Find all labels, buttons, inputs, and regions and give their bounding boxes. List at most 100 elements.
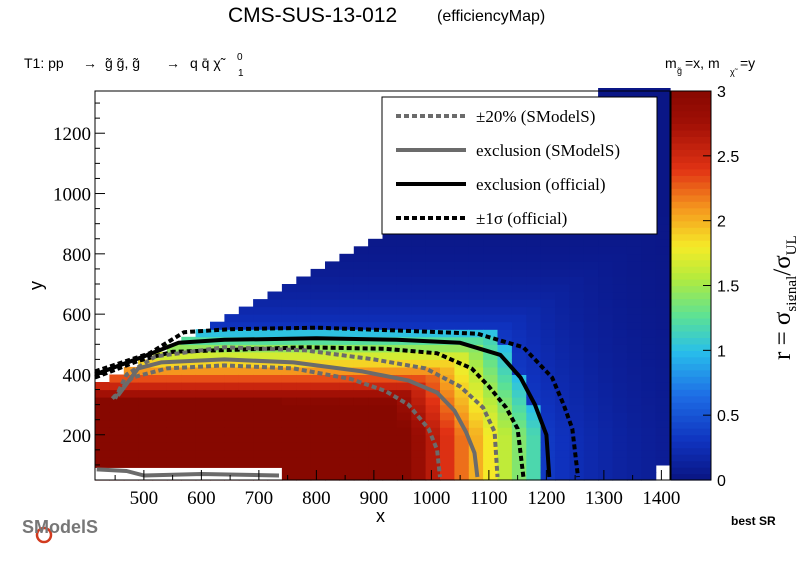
- heatmap-cell: [238, 366, 254, 375]
- heatmap-cell: [641, 261, 657, 270]
- heatmap-cell: [95, 389, 110, 398]
- heatmap-cell: [598, 284, 614, 293]
- x-tick-label: 700: [245, 488, 274, 509]
- heatmap-cell: [598, 268, 614, 277]
- z-tick-label: 1.5: [717, 279, 739, 296]
- heatmap-cell: [626, 261, 642, 270]
- heatmap-cell: [483, 306, 499, 315]
- heatmap-cell: [152, 442, 168, 451]
- heatmap-cell: [497, 397, 513, 406]
- heatmap-cell: [296, 472, 312, 481]
- heatmap-cell: [612, 238, 628, 247]
- heatmap-cell: [310, 336, 326, 345]
- heatmap-cell: [583, 253, 599, 262]
- heatmap-cell: [468, 359, 484, 368]
- heatmap-cell: [353, 397, 369, 406]
- heatmap-cell: [310, 321, 326, 330]
- heatmap-cell: [655, 238, 671, 247]
- heatmap-cell: [281, 472, 297, 481]
- heatmap-cell: [181, 359, 197, 368]
- heatmap-cell: [195, 389, 211, 398]
- heatmap-cell: [612, 412, 628, 421]
- heatmap-cell: [626, 344, 642, 353]
- heatmap-cell: [526, 268, 542, 277]
- heatmap-cell: [454, 412, 470, 421]
- heatmap-cell: [195, 427, 211, 436]
- heatmap-cell: [440, 246, 455, 255]
- heatmap-cell: [296, 329, 312, 338]
- heatmap-cell: [238, 389, 254, 398]
- heatmap-cell: [598, 464, 614, 473]
- heatmap-cell: [425, 291, 441, 300]
- heatmap-cell: [497, 306, 513, 315]
- process-prefix: T1: pp: [24, 55, 64, 71]
- heatmap-cell: [569, 253, 585, 262]
- heatmap-cell: [325, 472, 340, 481]
- heatmap-cell: [411, 299, 427, 308]
- heatmap-cell: [267, 351, 283, 360]
- heatmap-cell: [483, 374, 499, 383]
- heatmap-cell: [440, 351, 455, 360]
- heatmap-cell: [425, 276, 441, 285]
- heatmap-cell: [296, 306, 312, 315]
- heatmap-cell: [267, 442, 283, 451]
- heatmap-cell: [626, 382, 642, 391]
- heatmap-cell: [555, 261, 570, 270]
- heatmap-cell: [526, 457, 542, 466]
- heatmap-cell: [497, 321, 513, 330]
- heatmap-cell: [526, 314, 542, 323]
- heatmap-cell: [267, 449, 283, 458]
- heatmap-cell: [569, 336, 585, 345]
- heatmap-cell: [181, 434, 197, 443]
- color-scale-step: [671, 214, 711, 222]
- heatmap-cell: [281, 351, 297, 360]
- heatmap-cell: [540, 314, 556, 323]
- heatmap-cell: [253, 442, 269, 451]
- heatmap-cell: [95, 427, 110, 436]
- heatmap-cell: [152, 382, 168, 391]
- heatmap-cell: [253, 427, 269, 436]
- heatmap-cell: [497, 261, 513, 270]
- heatmap-cell: [195, 329, 211, 338]
- heatmap-cell: [626, 314, 642, 323]
- heatmap-cell: [583, 366, 599, 375]
- heatmap-cell: [440, 291, 455, 300]
- heatmap-cell: [123, 442, 139, 451]
- heatmap-cell: [569, 314, 585, 323]
- heatmap-cell: [339, 359, 355, 368]
- y-tick-label: 200: [63, 426, 92, 447]
- heatmap-cell: [138, 419, 154, 428]
- heatmap-cell: [123, 434, 139, 443]
- heatmap-cell: [382, 419, 398, 428]
- heatmap-cell: [440, 314, 455, 323]
- heatmap-cell: [181, 427, 197, 436]
- heatmap-cell: [641, 442, 657, 451]
- heatmap-cell: [310, 284, 326, 293]
- plot-frame: [94, 90, 671, 481]
- heatmap-cell: [655, 299, 671, 308]
- heatmap-cell: [583, 299, 599, 308]
- heatmap-cell: [555, 336, 570, 345]
- heatmap-cell: [454, 261, 470, 270]
- heatmap-cell: [325, 449, 340, 458]
- heatmap-cell: [425, 321, 441, 330]
- heatmap-cell: [253, 389, 269, 398]
- heatmap-cell: [267, 329, 283, 338]
- heatmap-cell: [411, 306, 427, 315]
- color-scale-step: [671, 434, 711, 442]
- mass-label-neutralino-sub: χ̃: [730, 67, 739, 77]
- heatmap-cell: [511, 397, 527, 406]
- heatmap-cell: [382, 434, 398, 443]
- heatmap-cell: [555, 427, 570, 436]
- heatmap-cell: [296, 404, 312, 413]
- heatmap-cell: [382, 442, 398, 451]
- heatmap-cell: [95, 457, 110, 466]
- heatmap-cell: [325, 434, 340, 443]
- color-scale-step: [671, 279, 711, 287]
- heatmap-cell: [296, 457, 312, 466]
- heatmap-cell: [626, 457, 642, 466]
- heatmap-cell: [425, 449, 441, 458]
- heatmap-cell: [454, 284, 470, 293]
- heatmap-cell: [411, 389, 427, 398]
- heatmap-cell: [123, 449, 139, 458]
